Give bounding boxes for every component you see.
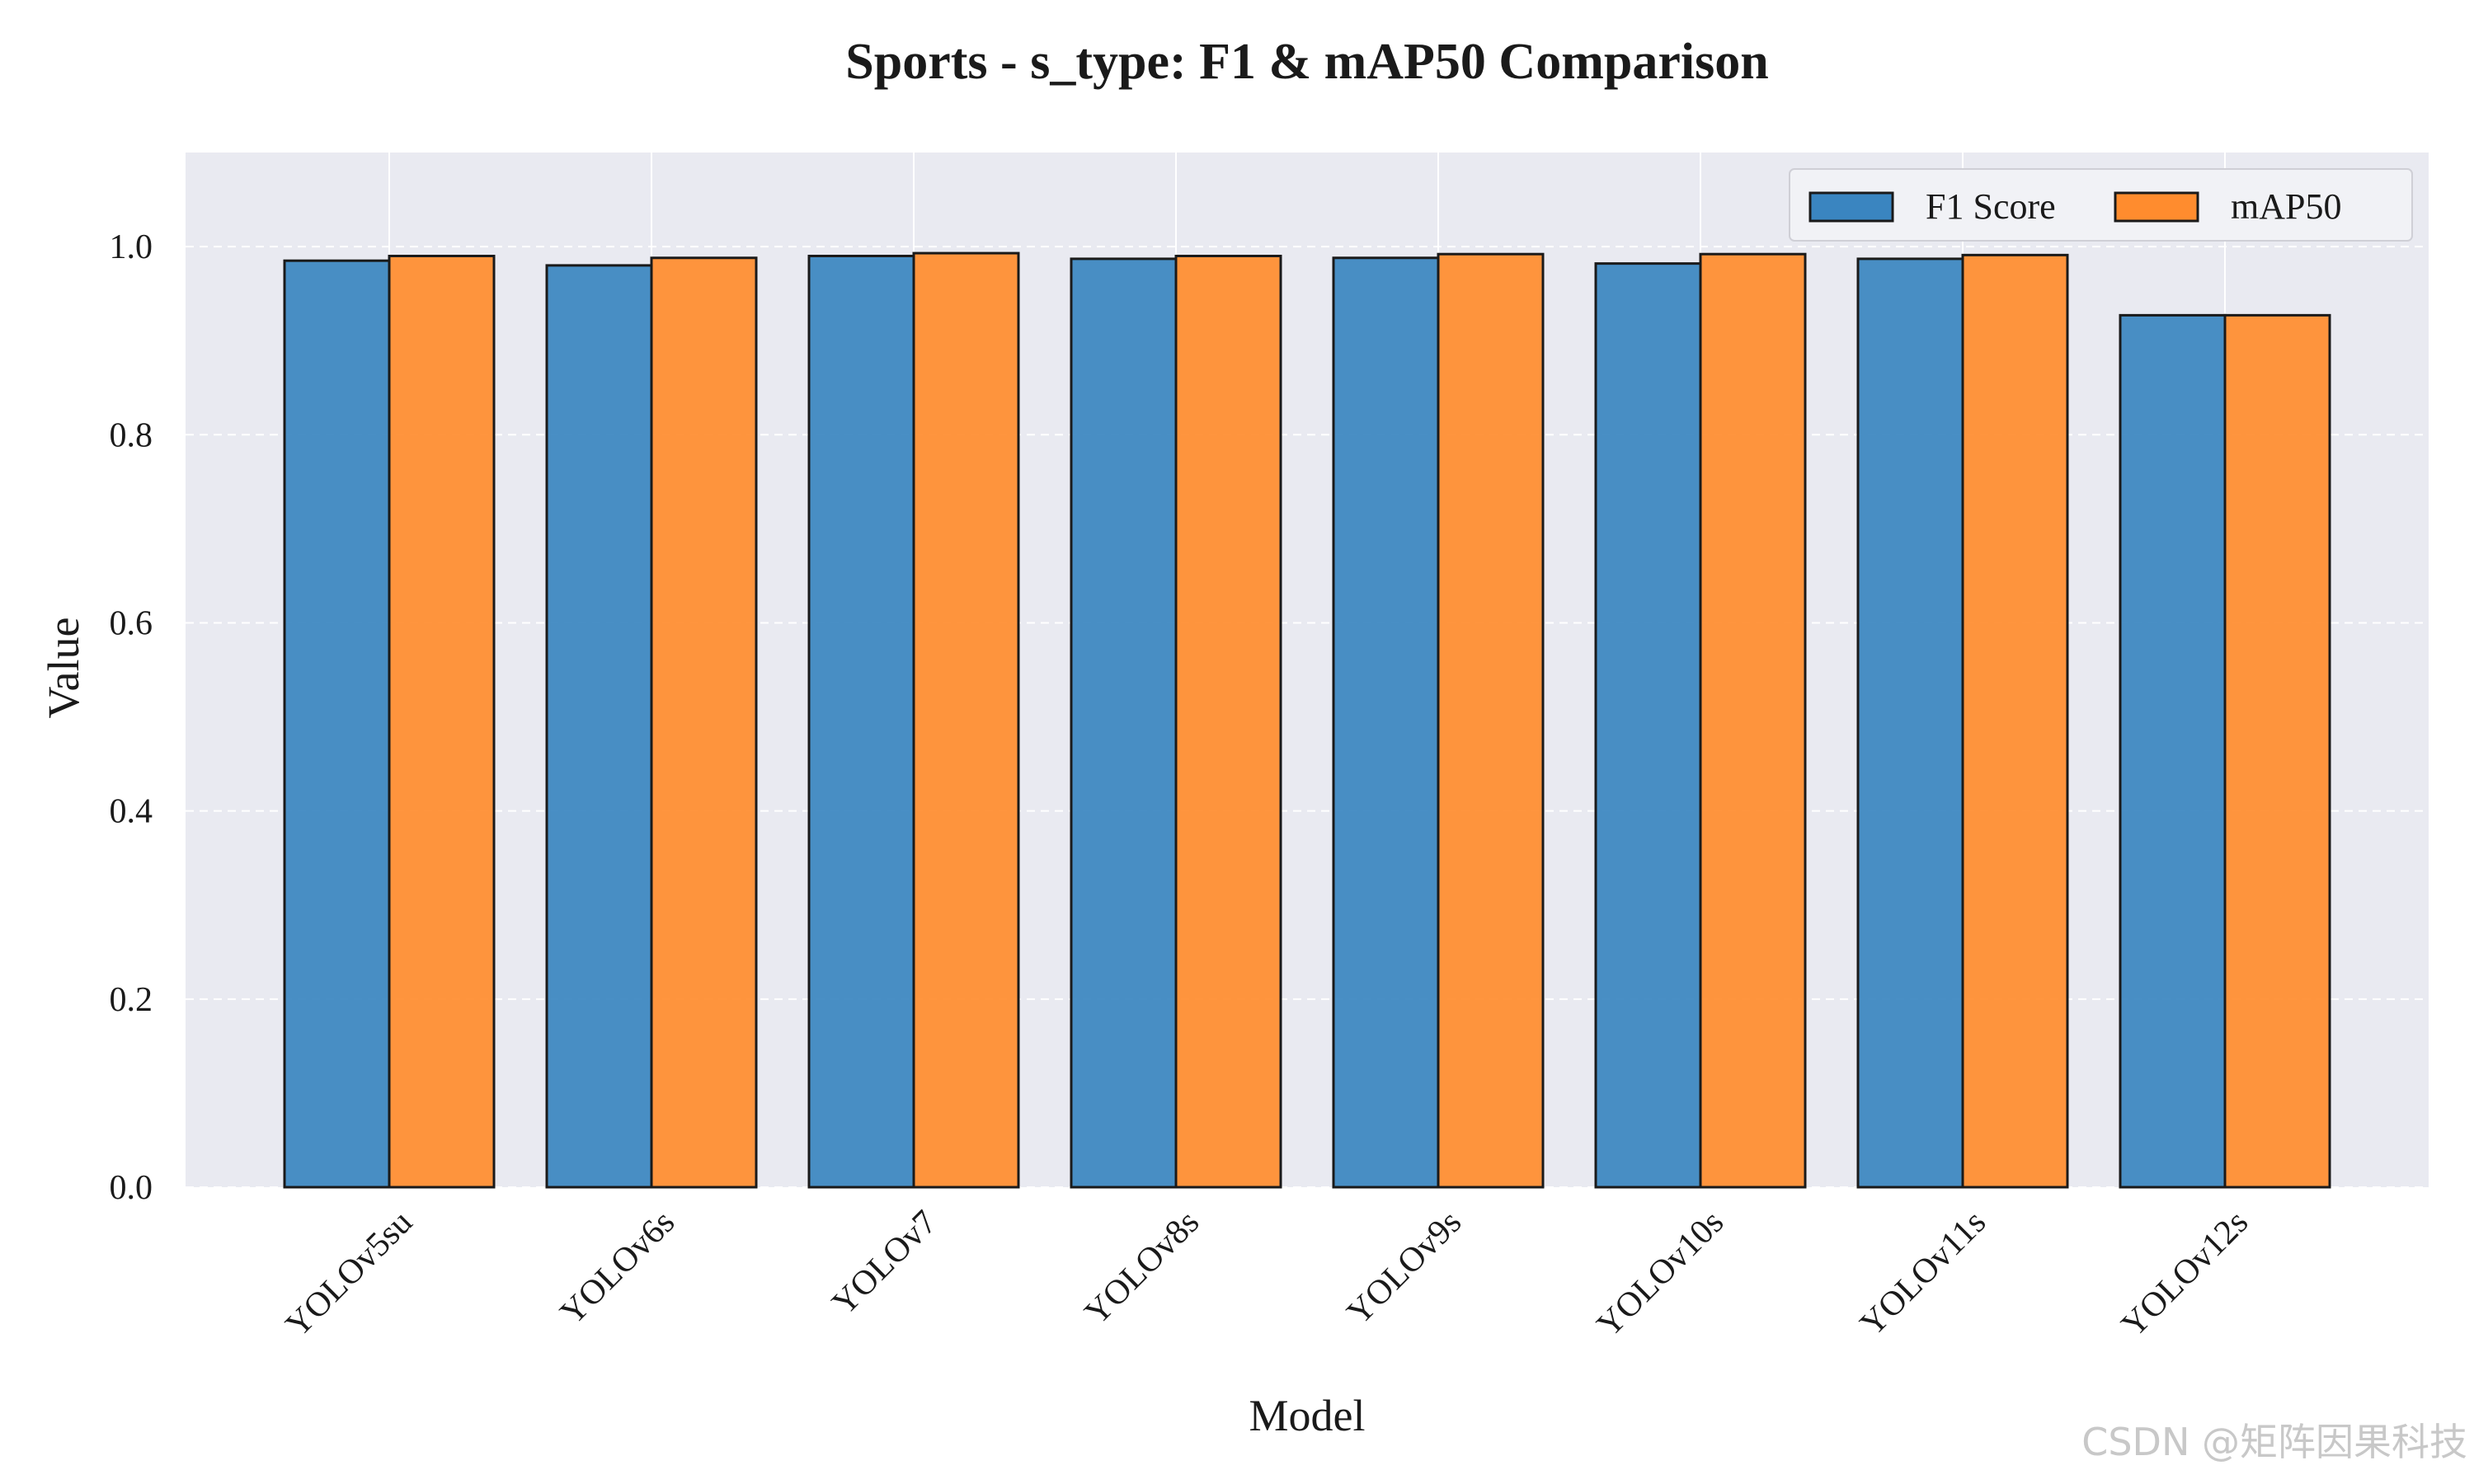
bar-f1-score-yolov12s [2119,313,2227,1189]
watermark: CSDN @矩阵因果科技 [2081,1420,2467,1464]
bar-map50-yolov7 [912,251,1020,1189]
bar-map50-yolov10s [1699,252,1807,1189]
y-tick-label: 0.6 [110,604,153,642]
x-tick-label: YOLOv11s [1853,1204,1993,1344]
x-tick-label: YOLOv5su [279,1204,420,1345]
y-tick-label: 0.2 [110,981,153,1019]
plot-area: 0.0 0.2 0.4 0.6 0.8 1.0 YOLOv5su YOLOv6s YOLOv7 Y… [110,153,2429,1345]
bar-map50-yolov8s [1174,255,1282,1189]
legend-label: F1 Score [1926,186,2056,227]
y-tick-label: 0.4 [110,793,153,831]
bar-f1-score-yolov8s [1070,257,1178,1189]
y-tick-label: 1.0 [110,228,153,266]
bar-f1-score-yolov6s [545,264,653,1189]
x-tick-label: YOLOv6s [553,1204,682,1332]
y-tick-label: 0.8 [110,416,153,454]
x-axis-label: Model [1249,1391,1366,1440]
legend-swatch [1808,191,1894,223]
y-axis-label: Value [39,618,88,719]
bar-f1-score-yolov10s [1594,262,1702,1189]
legend-label: mAP50 [2231,186,2341,227]
bar-map50-yolov5su [388,255,496,1189]
x-tick-label: YOLOv9s [1340,1204,1469,1332]
legend-box [1789,168,2413,242]
bar-f1-score-yolov11s [1856,257,1964,1189]
bar-map50-yolov9s [1437,252,1545,1189]
chart-title: Sports - s_type: F1 & mAP50 Comparison [845,34,1768,90]
x-tick-label: YOLOv8s [1078,1204,1206,1332]
bar-map50-yolov12s [2223,313,2331,1189]
bar-f1-score-yolov9s [1332,256,1440,1189]
plot-background [186,153,2429,1187]
legend-swatch [2114,191,2199,223]
bar-map50-yolov11s [1961,253,2069,1189]
bar-f1-score-yolov7 [807,255,915,1189]
x-tick-label: YOLOv12s [2114,1204,2255,1345]
legend: F1 Score mAP50 [1789,168,2413,242]
bar-map50-yolov6s [650,256,758,1189]
x-tick-label: YOLOv10s [1590,1204,1731,1345]
y-tick-label: 0.0 [110,1169,153,1207]
x-tick-label: YOLOv7 [825,1204,944,1323]
bar-f1-score-yolov5su [283,259,391,1189]
